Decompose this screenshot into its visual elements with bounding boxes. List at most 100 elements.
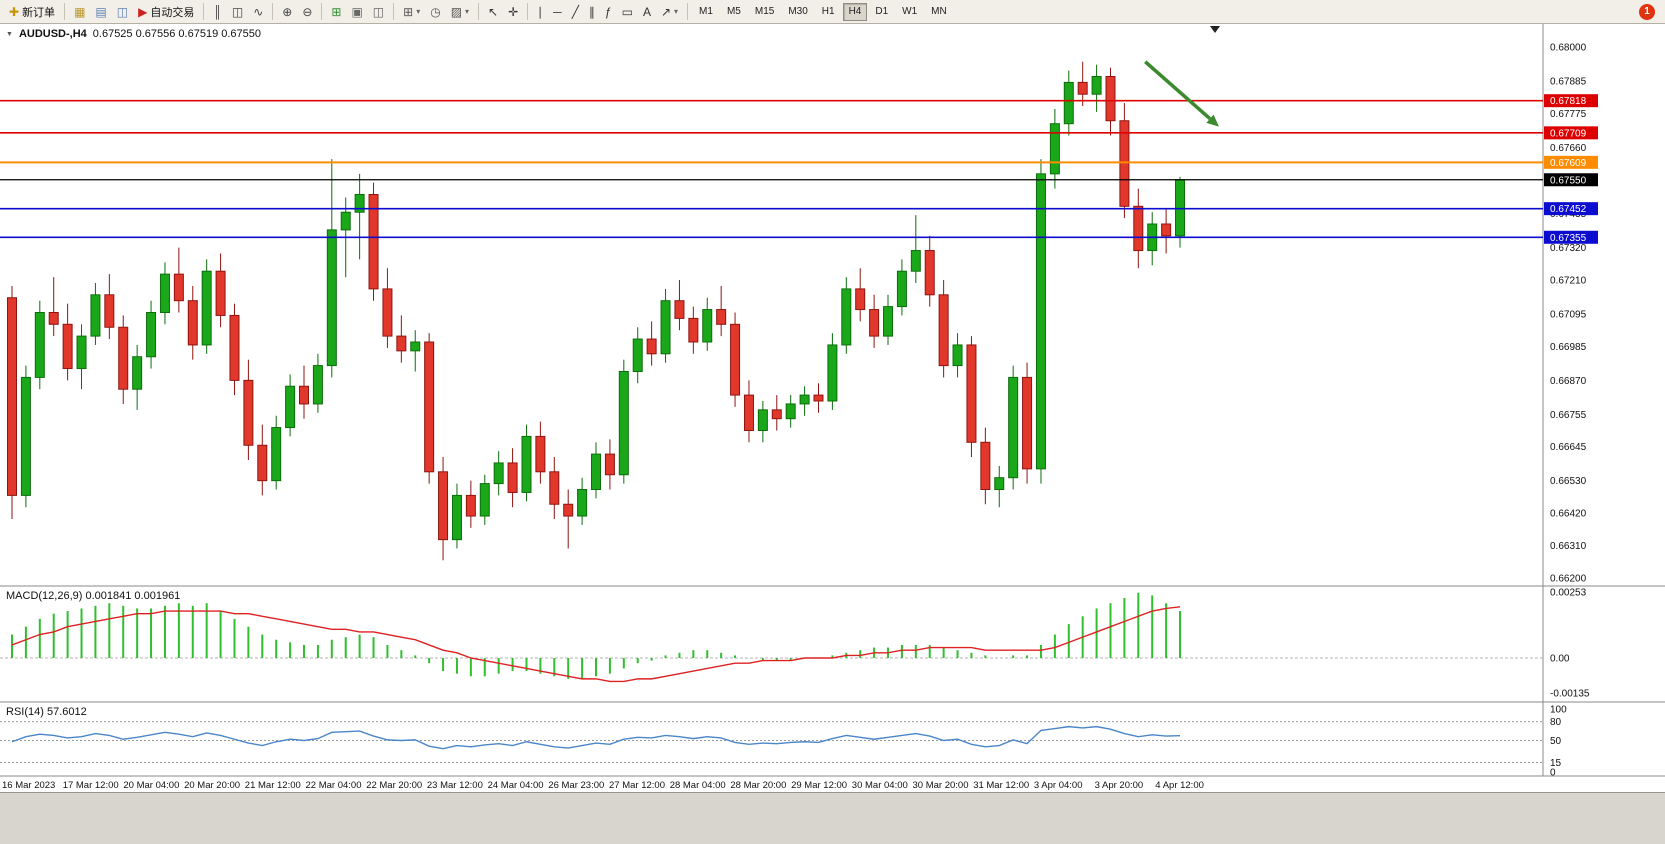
macd-name: MACD(12,26,9) xyxy=(6,590,83,602)
trend-arrow[interactable] xyxy=(1144,60,1219,127)
vertical-line-button[interactable]: ∣ xyxy=(532,2,548,22)
auto-trading-button[interactable]: ▶ 自动交易 xyxy=(133,2,199,22)
crosshair-button[interactable]: ✛ xyxy=(503,2,523,22)
svg-text:0.68000: 0.68000 xyxy=(1550,43,1587,54)
cascade-windows-button[interactable]: ▣ xyxy=(346,2,367,22)
timeframe-h4-button[interactable]: H4 xyxy=(842,2,868,21)
svg-text:28 Mar 20:00: 28 Mar 20:00 xyxy=(730,780,786,791)
level-lines[interactable] xyxy=(0,99,1543,239)
channel-icon: ∥ xyxy=(588,4,595,19)
templates-button[interactable]: ▨ ▾ xyxy=(446,2,474,22)
toolbar-group-trade: ✚ 新订单 xyxy=(4,2,60,22)
new-order-button[interactable]: ✚ 新订单 xyxy=(4,2,60,22)
new-chart-button[interactable]: ⊞ ▾ xyxy=(398,2,425,22)
price-badge[interactable] xyxy=(1544,126,1598,140)
timeframe-w1-button[interactable]: W1 xyxy=(896,3,923,21)
svg-text:20 Mar 04:00: 20 Mar 04:00 xyxy=(123,780,179,791)
svg-text:0.66755: 0.66755 xyxy=(1550,410,1587,421)
notification-badge[interactable]: 1 xyxy=(1639,3,1655,20)
chart-title: ▼ AUDUSD-,H4 0.67525 0.67556 0.67519 0.6… xyxy=(6,28,261,40)
new-order-button-label: 新订单 xyxy=(22,6,56,19)
time-axis[interactable]: 16 Mar 2023 17 Mar 12:00 20 Mar 04:00 20 Ma… xyxy=(2,780,1204,791)
shapes-icon: ▭ xyxy=(621,4,633,19)
market-watch-icon: ▤ xyxy=(95,4,107,19)
price-badge[interactable] xyxy=(1544,94,1598,108)
tile-windows-button[interactable]: ⊞ xyxy=(326,2,346,22)
bar-chart-button[interactable]: ║ xyxy=(208,2,227,22)
timeframe-d1-button[interactable]: D1 xyxy=(869,3,894,21)
rsi-label: RSI(14) 57.6012 xyxy=(6,706,87,718)
zoom-in-button[interactable]: ⊕ xyxy=(277,2,297,22)
toolbar-group-windows: ▦ ▤ ◫ ▶ 自动交易 xyxy=(69,2,199,22)
fibonacci-button[interactable]: ƒ xyxy=(600,2,617,22)
price-badge[interactable] xyxy=(1544,230,1598,244)
charts-button[interactable]: ▦ xyxy=(69,2,90,22)
price-badges[interactable]: 0.67818 0.67709 0.67609 0.67550 0.67452 0.673… xyxy=(1544,94,1598,244)
macd-values: 0.001841 0.001961 xyxy=(85,590,181,602)
price-badge[interactable] xyxy=(1544,155,1598,169)
svg-text:0.67818: 0.67818 xyxy=(1550,96,1587,107)
timeframe-m5-button[interactable]: M5 xyxy=(721,3,747,21)
macd-panel: 0.00253 0.00 -0.00135 xyxy=(0,588,1590,700)
cascade-icon: ▣ xyxy=(351,4,363,19)
caret-down-icon: ▾ xyxy=(674,7,679,16)
zoom-out-button[interactable]: ⊖ xyxy=(297,2,317,22)
horizontal-line-button[interactable]: ─ xyxy=(548,2,567,22)
channel-button[interactable]: ∥ xyxy=(584,2,600,22)
shapes-button[interactable]: ▭ xyxy=(617,2,638,22)
chart-window[interactable]: 0.68000 0.67885 0.67775 0.67660 0.67550 0.674… xyxy=(0,24,1665,792)
timeframe-m1-button[interactable]: M1 xyxy=(693,3,719,21)
arrange-windows-button[interactable]: ◫ xyxy=(368,2,389,22)
svg-text:0.67609: 0.67609 xyxy=(1550,158,1587,169)
period-button[interactable]: ◷ xyxy=(425,2,445,22)
toolbar-separator xyxy=(478,3,480,20)
svg-text:3 Apr 04:00: 3 Apr 04:00 xyxy=(1034,780,1083,791)
arrow-tool-icon: ↗ xyxy=(660,4,672,19)
line-chart-icon: ∿ xyxy=(253,4,264,19)
svg-text:3 Apr 20:00: 3 Apr 20:00 xyxy=(1095,780,1144,791)
svg-text:23 Mar 12:00: 23 Mar 12:00 xyxy=(427,780,483,791)
svg-text:0.67452: 0.67452 xyxy=(1550,204,1587,215)
price-axis[interactable]: 0.68000 0.67885 0.67775 0.67660 0.67550 0.674… xyxy=(1550,43,1587,585)
price-badge[interactable] xyxy=(1544,173,1598,187)
timeframe-m30-button[interactable]: M30 xyxy=(782,3,813,21)
candlestick-button[interactable]: ◫ xyxy=(227,2,248,22)
svg-text:0.66645: 0.66645 xyxy=(1550,442,1587,453)
svg-text:0.66310: 0.66310 xyxy=(1550,541,1587,552)
price-badge[interactable] xyxy=(1544,202,1598,216)
toolbar-separator xyxy=(321,3,323,20)
svg-text:0.67355: 0.67355 xyxy=(1550,233,1587,244)
text-button[interactable]: A xyxy=(638,2,656,22)
timeframe-mn-button[interactable]: MN xyxy=(925,3,953,21)
svg-text:0.67550: 0.67550 xyxy=(1550,175,1587,186)
svg-text:0.67775: 0.67775 xyxy=(1550,109,1587,120)
svg-text:4 Apr 12:00: 4 Apr 12:00 xyxy=(1155,780,1204,791)
rsi-name: RSI(14) xyxy=(6,706,44,718)
new-chart-icon: ⊞ xyxy=(403,4,414,19)
cursor-button[interactable]: ↖ xyxy=(483,2,503,22)
timeframe-h1-button[interactable]: H1 xyxy=(816,3,841,21)
arrows-button[interactable]: ↗ ▾ xyxy=(656,2,683,22)
toolbar-separator xyxy=(272,3,274,20)
line-chart-button[interactable]: ∿ xyxy=(248,2,268,22)
toolbar-separator xyxy=(687,3,689,20)
timeframe-m15-button[interactable]: M15 xyxy=(749,3,780,21)
svg-text:0.00253: 0.00253 xyxy=(1550,588,1587,599)
navigator-button[interactable]: ◫ xyxy=(112,2,133,22)
ohlc-values: 0.67525 0.67556 0.67519 0.67550 xyxy=(92,28,261,40)
chart-canvas[interactable]: 0.68000 0.67885 0.67775 0.67660 0.67550 0.674… xyxy=(0,24,1665,792)
market-watch-button[interactable]: ▤ xyxy=(90,2,111,22)
candles-layer xyxy=(7,61,1186,561)
trendline-button[interactable]: ╱ xyxy=(567,2,584,22)
svg-text:0.67210: 0.67210 xyxy=(1550,276,1587,287)
clock-icon: ◷ xyxy=(430,4,441,19)
chevron-down-icon: ▼ xyxy=(6,30,13,38)
vertical-line-icon: ∣ xyxy=(537,4,544,19)
svg-text:0.67709: 0.67709 xyxy=(1550,128,1587,139)
new-order-icon: ✚ xyxy=(9,4,20,19)
svg-text:0.67660: 0.67660 xyxy=(1550,143,1587,154)
svg-text:0.67885: 0.67885 xyxy=(1550,76,1587,87)
svg-text:28 Mar 04:00: 28 Mar 04:00 xyxy=(670,780,726,791)
svg-text:0.66870: 0.66870 xyxy=(1550,376,1587,387)
